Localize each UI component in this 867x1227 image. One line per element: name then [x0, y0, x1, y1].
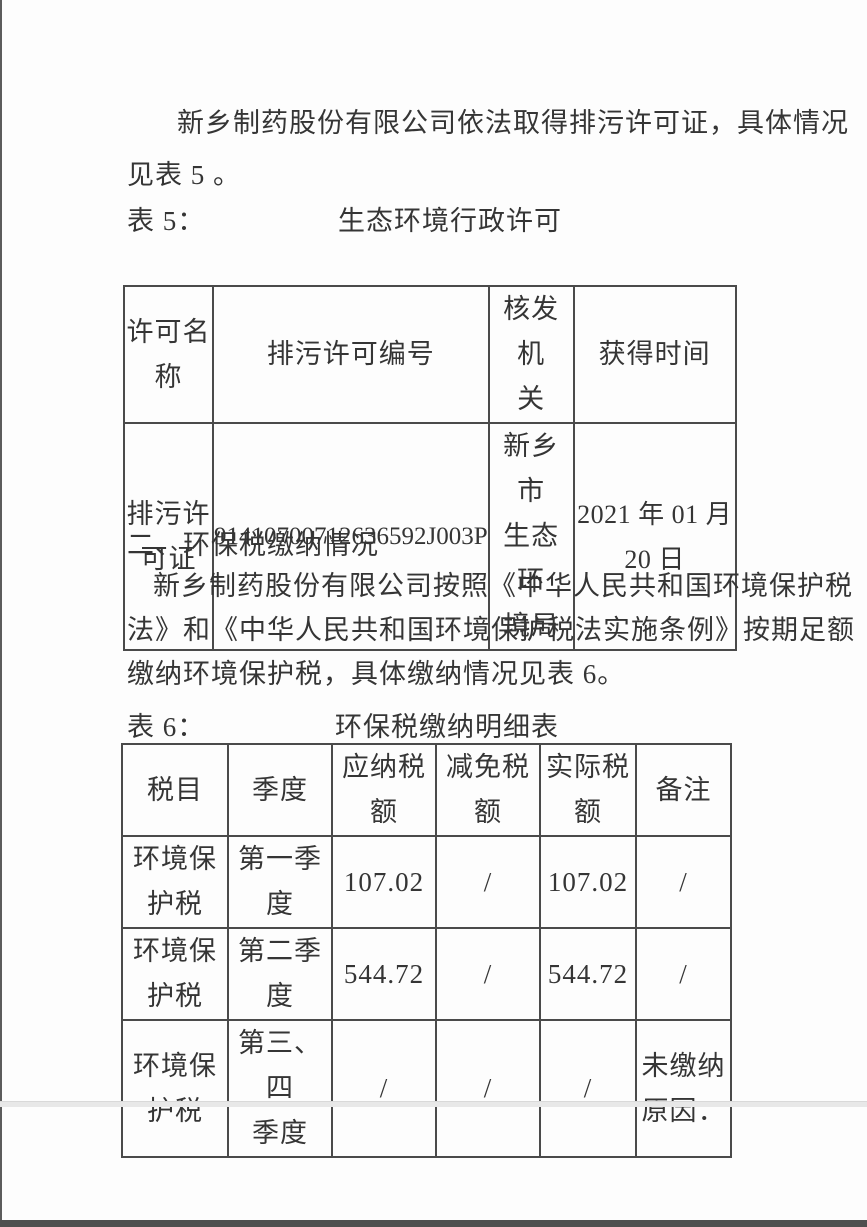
cell-line: 额 [574, 797, 602, 827]
cell-line: 核发机 [503, 294, 560, 369]
table5-header-permit-no: 排污许可编号 [212, 285, 490, 424]
cell-line: 环境保 [133, 1050, 217, 1081]
section2-para-line1: 新乡制药股份有限公司按照《中华人民共和国环境保护税 [153, 571, 853, 601]
section2-para-line2: 法》和《中华人民共和国环境保护税法实施条例》按期足额 [127, 615, 855, 645]
table5-header-permit-name: 许可名 称 [123, 285, 214, 424]
cell-line: 可证 [140, 543, 197, 574]
table6-q2-tax-item: 环境保 护税 [121, 927, 229, 1021]
cell-line: 护税 [147, 981, 203, 1011]
cell-line: 排污许 [126, 498, 211, 529]
intro-line-1: 新乡制药股份有限公司依法取得排污许可证，具体情况 [177, 108, 849, 138]
table6-header-row: 税目 季度 应纳税 额 减免税 额 实际税 额 备注 [121, 743, 732, 837]
table6-q3q4-remark: 未缴纳 原因： [635, 1019, 732, 1158]
table6-row-q1: 环境保 护税 第一季 度 107.02 / 107.02 / [121, 835, 732, 929]
cell-line: 20 日 [624, 544, 685, 574]
scanner-bottom-band [0, 1220, 867, 1227]
table6-q1-reduced: / [435, 835, 541, 929]
table6-q1-actual: 107.02 [539, 835, 637, 929]
table6-q3q4-tax-item: 环境保 护税 [121, 1019, 229, 1158]
section2-para-line3: 缴纳环境保护税，具体缴纳情况见表 6。 [127, 659, 626, 689]
cell-line: 季度 [252, 774, 308, 805]
scan-left-edge-line [0, 0, 2, 1220]
table6-header-quarter: 季度 [227, 743, 333, 837]
table6-q1-payable: 107.02 [331, 835, 437, 929]
cell-line: 未缴纳 [641, 1050, 726, 1081]
table5-header-obtained: 获得时间 [572, 285, 737, 424]
cell-line: 额 [474, 797, 502, 827]
table6-row-q2: 环境保 护税 第二季 度 544.72 / 544.72 / [121, 927, 732, 1021]
table6-title: 环保税缴纳明细表 [335, 712, 559, 742]
table6-q1-remark: / [635, 835, 732, 929]
table6-header-reduced: 减免税 额 [435, 743, 541, 837]
table6-row-q3q4: 环境保 护税 第三、四 季度 / / / 未缴纳 原因： [121, 1019, 732, 1158]
cell-line: 称 [154, 361, 183, 392]
cell-line: 第三、四 [238, 1028, 322, 1103]
cell-line: 备注 [655, 774, 712, 805]
cell-line: 度 [266, 889, 294, 919]
table6-q3q4-payable: / [331, 1019, 437, 1158]
table6-q2-quarter: 第二季 度 [227, 927, 333, 1021]
cell-line: 第二季 [238, 936, 322, 966]
table5-title: 生态环境行政许可 [338, 206, 562, 236]
table5-header-issuer: 核发机 关 [487, 285, 575, 424]
table5-cell-issuer: 新乡市 生态环 境局 [487, 422, 575, 651]
table6-header-tax-item: 税目 [121, 743, 229, 837]
intro-line-2: 见表 5 。 [127, 160, 241, 190]
cell-line: 护税 [147, 1095, 203, 1126]
table6-q3q4-reduced: / [435, 1019, 541, 1158]
cell-line: 季度 [252, 1118, 308, 1148]
cell-line: 环境保 [133, 936, 217, 966]
cell-line: 境局 [503, 611, 560, 641]
table5-label: 表 5： [127, 206, 206, 236]
table5-cell-permit-name: 排污许 可证 [123, 422, 214, 651]
table6-q3q4-quarter: 第三、四 季度 [227, 1019, 333, 1158]
section2-heading: 二、环保税缴纳情况 [127, 530, 379, 560]
table6-q1-tax-item: 环境保 护税 [121, 835, 229, 929]
table6-label: 表 6： [127, 712, 206, 742]
cell-line: 排污许可编号 [266, 339, 435, 369]
cell-line: 2021 年 01 月 [577, 499, 733, 529]
table6-tax-table: 税目 季度 应纳税 额 减免税 额 实际税 额 备注 环境保 [121, 743, 732, 1158]
table6-header-actual: 实际税 额 [539, 743, 637, 837]
cell-line: 新乡市 [503, 431, 560, 506]
table5-cell-obtained: 2021 年 01 月 20 日 [572, 422, 737, 651]
cell-line: 许可名 [126, 316, 211, 347]
cell-line: 实际税 [546, 752, 630, 782]
cell-line: 度 [266, 981, 294, 1011]
cell-line: 护税 [147, 889, 203, 919]
cell-line: 生态环 [503, 521, 560, 596]
cell-line: 应纳税 [342, 752, 426, 782]
table6-q2-remark: / [635, 927, 732, 1021]
cell-line: 原因： [641, 1095, 726, 1126]
table5-permit-table: 许可名 称 排污许可编号 核发机 关 获得时间 排污许 可证 914107007… [123, 285, 737, 651]
table6-q2-actual: 544.72 [539, 927, 637, 1021]
cell-line: 关 [517, 384, 546, 414]
cell-line: 额 [370, 797, 398, 827]
table5-header-row: 许可名 称 排污许可编号 核发机 关 获得时间 [123, 285, 737, 424]
table6-header-remark: 备注 [635, 743, 732, 837]
table5-data-row: 排污许 可证 91410700712636592J003P 新乡市 生态环 境局… [123, 422, 737, 651]
cell-line: 第一季 [238, 844, 322, 874]
page-break-seam [0, 1101, 867, 1107]
cell-line: 获得时间 [598, 339, 711, 369]
table6-q1-quarter: 第一季 度 [227, 835, 333, 929]
cell-line: 减免税 [446, 752, 530, 782]
cell-line: 税目 [147, 774, 203, 805]
table5-cell-permit-no: 91410700712636592J003P [212, 422, 490, 651]
table6-q2-reduced: / [435, 927, 541, 1021]
table6-q2-payable: 544.72 [331, 927, 437, 1021]
table6-header-payable: 应纳税 额 [331, 743, 437, 837]
permit-number: 91410700712636592J003P [214, 523, 488, 550]
table6-q3q4-actual: / [539, 1019, 637, 1158]
cell-line: 环境保 [133, 844, 217, 874]
